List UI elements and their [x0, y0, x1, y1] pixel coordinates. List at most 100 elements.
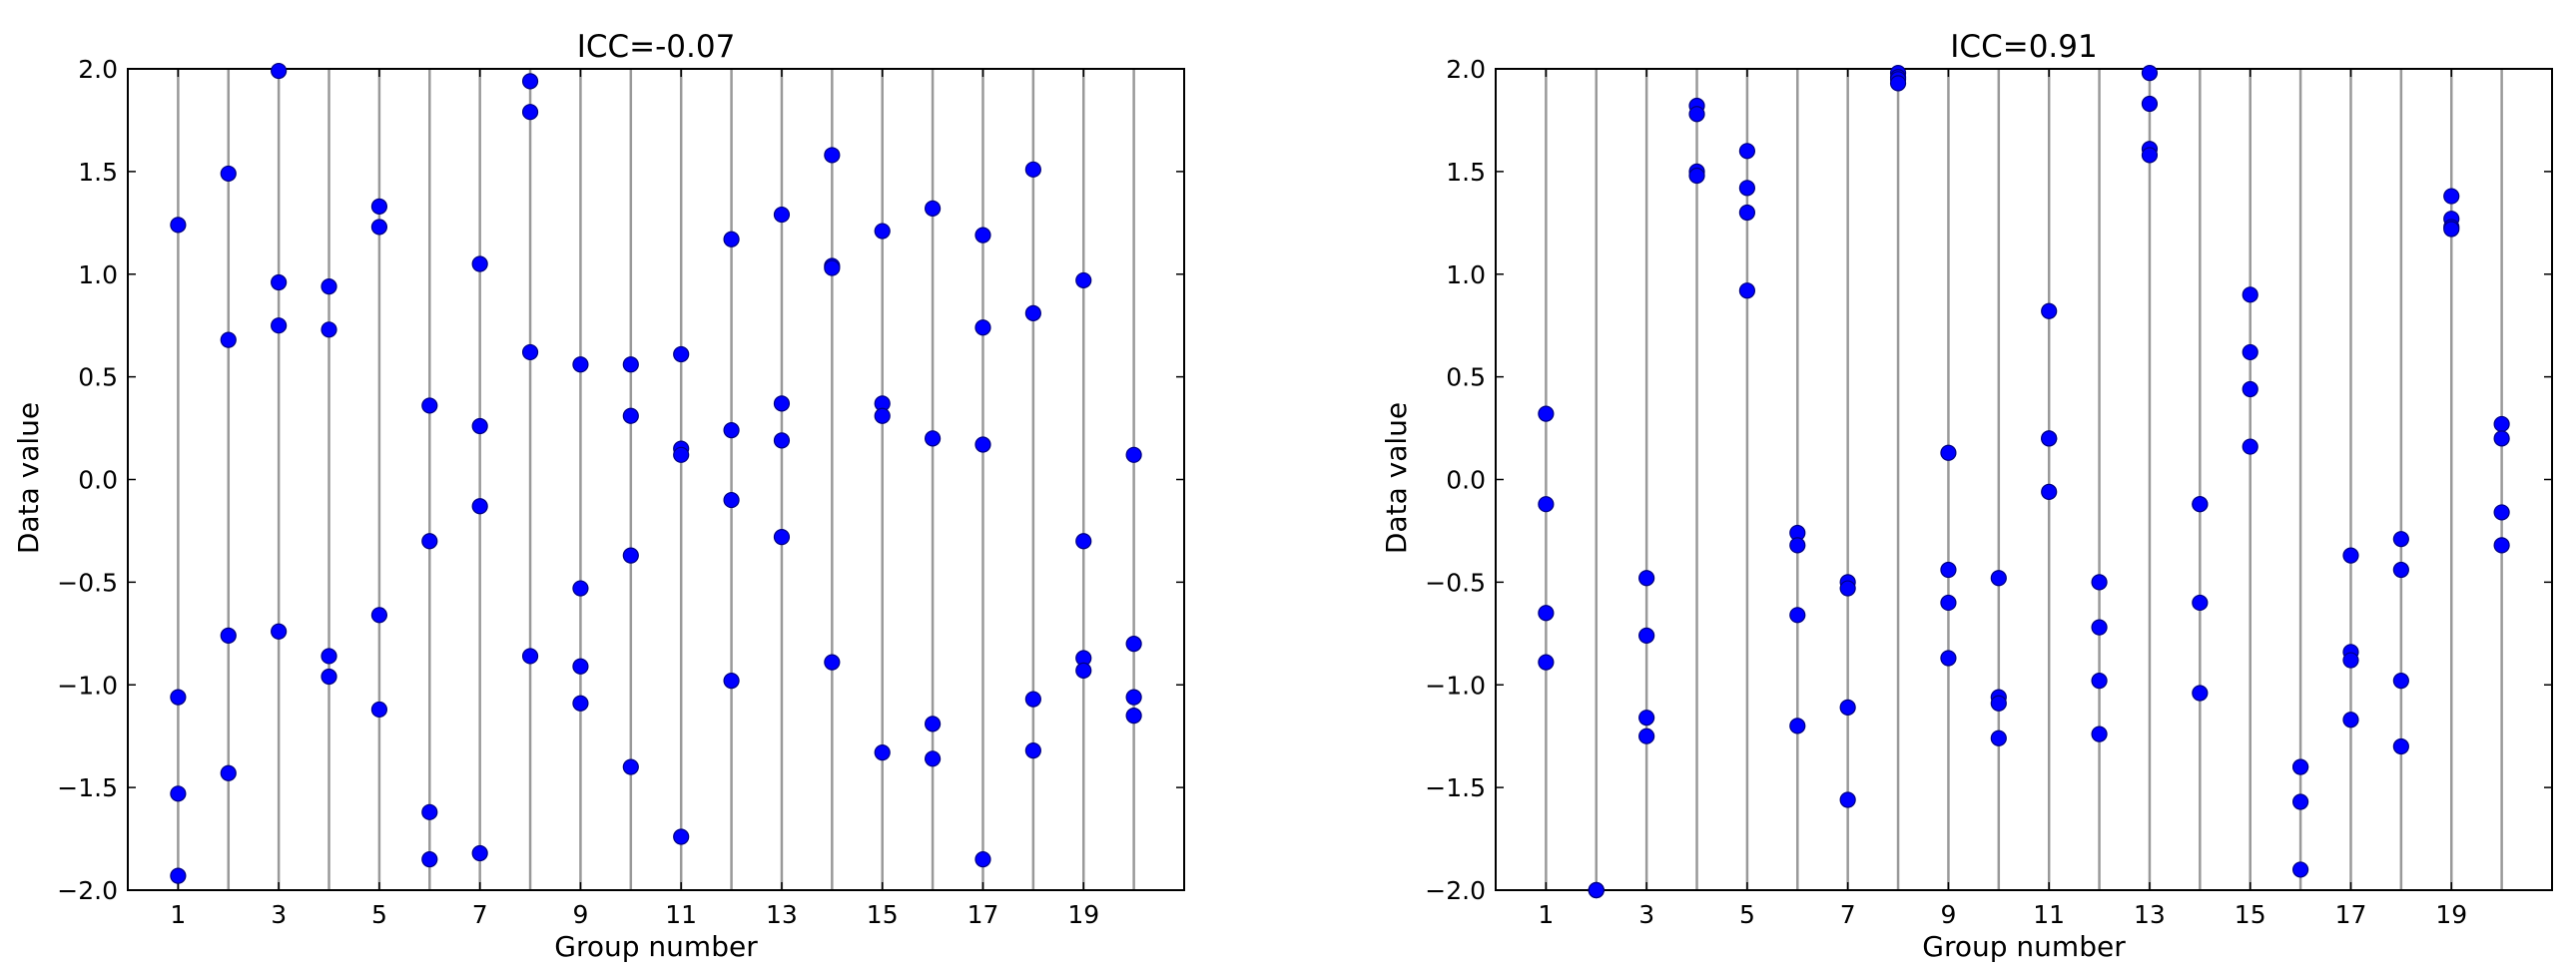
- left-chart-data-point-group-12: [723, 491, 740, 509]
- left-chart-data-point-group-8: [521, 73, 539, 90]
- right-chart-data-point-group-14: [2192, 496, 2209, 513]
- left-chart-data-point-group-10: [622, 407, 639, 424]
- left-chart-data-point-group-6: [421, 851, 438, 868]
- right-chart-x-tick-label: 13: [2134, 900, 2166, 929]
- right-chart-data-point-group-18: [2392, 737, 2409, 755]
- left-chart-data-point-group-17: [974, 319, 991, 336]
- left-chart-data-point-group-10: [622, 356, 639, 373]
- left-chart-data-point-group-16: [924, 716, 942, 732]
- right-chart-data-point-group-7: [1839, 580, 1856, 597]
- right-chart-data-point-group-6: [1789, 537, 1806, 554]
- left-chart-data-point-group-19: [1075, 271, 1092, 289]
- left-chart-y-axis-label: Data value: [12, 402, 45, 554]
- right-chart-y-tick-label: −2.0: [1425, 876, 1486, 905]
- right-chart-y-tick-label: −1.0: [1425, 671, 1486, 700]
- right-chart-data-point-group-9: [1940, 650, 1957, 667]
- right-chart-x-tick-label: 3: [1638, 900, 1654, 929]
- left-chart-data-point-group-15: [874, 407, 891, 424]
- left-chart-data-point-group-12: [723, 673, 740, 690]
- left-chart-x-tick-label: 11: [665, 900, 697, 929]
- right-chart-title: ICC=0.91: [1950, 29, 2097, 65]
- right-chart-data-point-group-13: [2141, 65, 2159, 82]
- right-chart-data-point-group-12: [2091, 726, 2108, 742]
- left-chart-x-tick-label: 9: [572, 900, 588, 929]
- right-chart-data-point-group-11: [2041, 430, 2058, 447]
- left-chart-data-point-group-3: [271, 273, 288, 291]
- left-chart-data-point-group-17: [974, 227, 991, 243]
- left-chart-data-point-group-9: [572, 356, 589, 373]
- left-chart-data-point-group-2: [220, 627, 237, 644]
- right-chart-data-point-group-1: [1538, 405, 1555, 422]
- left-chart-data-point-group-4: [321, 648, 337, 665]
- left-chart-data-point-group-13: [773, 529, 791, 546]
- right-chart-data-point-group-12: [2091, 673, 2108, 690]
- left-chart-x-tick-label: 17: [967, 900, 999, 929]
- left-chart-data-point-group-12: [723, 231, 740, 247]
- right-chart-data-point-group-4: [1688, 106, 1705, 123]
- left-chart-data-point-group-6: [421, 803, 438, 820]
- right-chart-data-point-group-4: [1688, 167, 1705, 185]
- left-chart-data-point-group-4: [321, 277, 337, 295]
- right-chart-x-tick-label: 17: [2335, 900, 2367, 929]
- left-chart-x-tick-label: 3: [271, 900, 287, 929]
- right-chart-data-point-group-1: [1538, 496, 1555, 513]
- right-chart-data-point-group-20: [2493, 537, 2510, 554]
- right-chart-x-tick-label: 19: [2435, 900, 2467, 929]
- left-chart-data-point-group-13: [773, 206, 791, 224]
- right-chart-data-point-group-11: [2041, 483, 2058, 500]
- left-chart-y-tick-label: 2.0: [78, 55, 118, 84]
- left-chart-data-point-group-19: [1075, 533, 1092, 550]
- left-chart-data-point-group-10: [622, 547, 639, 564]
- right-chart-data-point-group-19: [2443, 188, 2460, 205]
- right-chart-data-point-group-12: [2091, 574, 2108, 591]
- right-chart-data-point-group-15: [2242, 380, 2258, 398]
- right-chart-data-point-group-9: [1940, 594, 1957, 612]
- left-chart-data-point-group-1: [170, 785, 187, 802]
- right-chart-data-point-group-3: [1638, 710, 1655, 727]
- left-chart-data-point-group-12: [723, 422, 740, 439]
- right-chart-data-point-group-3: [1638, 570, 1655, 587]
- left-chart-data-point-group-20: [1125, 446, 1142, 463]
- right-chart-data-point-group-11: [2041, 302, 2058, 319]
- left-chart-data-point-group-13: [773, 432, 791, 449]
- left-chart-data-point-group-11: [673, 345, 690, 363]
- right-chart-data-point-group-9: [1940, 444, 1957, 461]
- left-chart-data-point-group-20: [1125, 689, 1142, 706]
- right-chart-data-point-group-9: [1940, 561, 1957, 579]
- right-chart-data-point-group-17: [2342, 712, 2359, 729]
- right-chart-data-point-group-7: [1839, 699, 1856, 716]
- right-chart-data-point-group-15: [2242, 438, 2258, 455]
- right-chart-data-point-group-5: [1738, 204, 1756, 222]
- left-chart-data-point-group-20: [1125, 635, 1142, 653]
- right-chart-y-tick-label: 1.5: [1446, 158, 1486, 187]
- left-chart-y-tick-label: −1.0: [57, 671, 118, 700]
- left-chart-data-point-group-17: [974, 851, 991, 868]
- left-chart-data-point-group-7: [471, 255, 488, 272]
- left-chart-y-tick-label: −2.0: [57, 876, 118, 905]
- right-chart-data-point-group-16: [2291, 861, 2309, 878]
- right-chart-data-point-group-2: [1588, 881, 1605, 899]
- right-chart-data-point-group-20: [2493, 430, 2510, 447]
- right-chart-data-point-group-6: [1789, 718, 1806, 734]
- left-chart-data-point-group-16: [924, 430, 942, 447]
- left-chart-data-point-group-6: [421, 397, 438, 414]
- right-chart-data-point-group-13: [2141, 147, 2159, 164]
- right-chart-data-point-group-10: [1990, 570, 2007, 587]
- left-chart-title: ICC=-0.07: [577, 29, 736, 65]
- left-chart-data-point-group-13: [773, 395, 791, 412]
- left-chart-data-point-group-19: [1075, 662, 1092, 679]
- left-chart-data-point-group-3: [271, 317, 288, 334]
- left-chart-data-point-group-1: [170, 689, 187, 706]
- right-chart-x-tick-label: 1: [1538, 900, 1554, 929]
- left-chart-data-point-group-8: [521, 648, 539, 665]
- left-chart-data-point-group-1: [170, 217, 187, 234]
- right-chart-data-point-group-1: [1538, 654, 1555, 671]
- left-chart-data-point-group-3: [271, 623, 288, 640]
- right-chart-x-tick-label: 9: [1940, 900, 1956, 929]
- left-chart-data-point-group-7: [471, 417, 488, 435]
- left-chart-data-point-group-18: [1024, 161, 1041, 178]
- right-chart-data-point-group-18: [2392, 561, 2409, 579]
- left-chart-data-point-group-2: [220, 331, 237, 348]
- left-chart-data-point-group-15: [874, 223, 891, 240]
